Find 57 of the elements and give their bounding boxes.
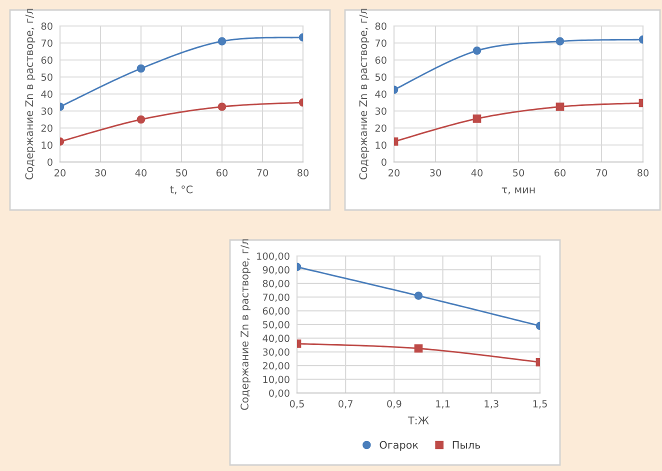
y-tick-label: 80 [375, 22, 386, 30]
y-tick-label: 80 [41, 22, 52, 30]
y-tick-label: 30 [41, 107, 52, 115]
x-axis-title: t, °C [170, 185, 193, 194]
y-tick-label: 100,00 [257, 252, 290, 261]
y-tick-label: 10 [376, 141, 386, 149]
x-tick-label: 20 [388, 169, 400, 176]
y-tick-label: 70 [41, 39, 52, 47]
y-tick-label: 20,00 [262, 362, 290, 370]
x-tick-label: 50 [176, 169, 188, 176]
y-tick-label: 10,00 [263, 376, 290, 384]
y-tick-label: 50,00 [262, 320, 290, 330]
y-tick-label: 40 [375, 90, 386, 98]
y-tick-label: 10 [42, 141, 52, 149]
y-tick-label: 50 [41, 73, 52, 81]
x-tick-label: 80 [297, 169, 309, 176]
legend-label: Огарок [380, 440, 418, 451]
y-tick-label: 20 [41, 124, 52, 132]
y-tick-label: 60,00 [262, 307, 290, 316]
y-tick-label: 30,00 [262, 348, 290, 357]
y-tick-label: 90,00 [262, 266, 290, 275]
x-tick-label: 50 [513, 169, 524, 176]
y-tick-label: 0,00 [269, 389, 290, 398]
y-tick-label: 0 [48, 158, 52, 166]
x-tick-label: 70 [257, 169, 268, 176]
y-tick-label: 20 [375, 124, 386, 132]
y-tick-label: 60 [375, 56, 386, 64]
y-tick-label: 70,00 [263, 294, 290, 302]
x-tick-label: 60 [554, 169, 566, 176]
x-axis-title: Т:Ж [408, 416, 429, 424]
y-tick-label: 30 [375, 107, 386, 115]
x-tick-label: 40 [471, 169, 483, 176]
y-tick-label: 40 [41, 90, 52, 98]
x-tick-label: 30 [430, 169, 442, 176]
x-axis-title: τ, мин [502, 188, 535, 194]
y-axis-title: Содержание Zn в растворе, г/л [359, 8, 370, 180]
y-tick-label: 70 [375, 39, 386, 47]
x-tick-label: 0,7 [338, 400, 352, 408]
x-tick-label: 1,5 [533, 400, 547, 408]
y-tick-label: 0 [382, 158, 386, 166]
x-tick-label: 70 [596, 169, 608, 176]
y-tick-label: 80,00 [262, 280, 290, 288]
y-axis-title: Содержание Zn в растворе, г/л [240, 239, 250, 410]
y-axis-title: Содержание Zn в растворе, г/л [25, 8, 36, 180]
x-tick-label: 40 [135, 169, 147, 176]
x-tick-label: 0,9 [387, 400, 402, 408]
y-tick-label: 40,00 [262, 334, 290, 344]
x-tick-label: 30 [95, 169, 106, 176]
y-tick-label: 60 [41, 56, 52, 64]
legend-label: Пыль [452, 441, 480, 449]
x-tick-label: 20 [54, 169, 66, 176]
x-tick-label: 60 [216, 169, 228, 176]
x-tick-label: 1,3 [484, 400, 498, 408]
x-tick-label: 1,1 [436, 400, 450, 408]
x-tick-label: 0,5 [290, 400, 304, 408]
y-tick-label: 50 [375, 73, 386, 81]
x-tick-label: 80 [637, 169, 649, 176]
